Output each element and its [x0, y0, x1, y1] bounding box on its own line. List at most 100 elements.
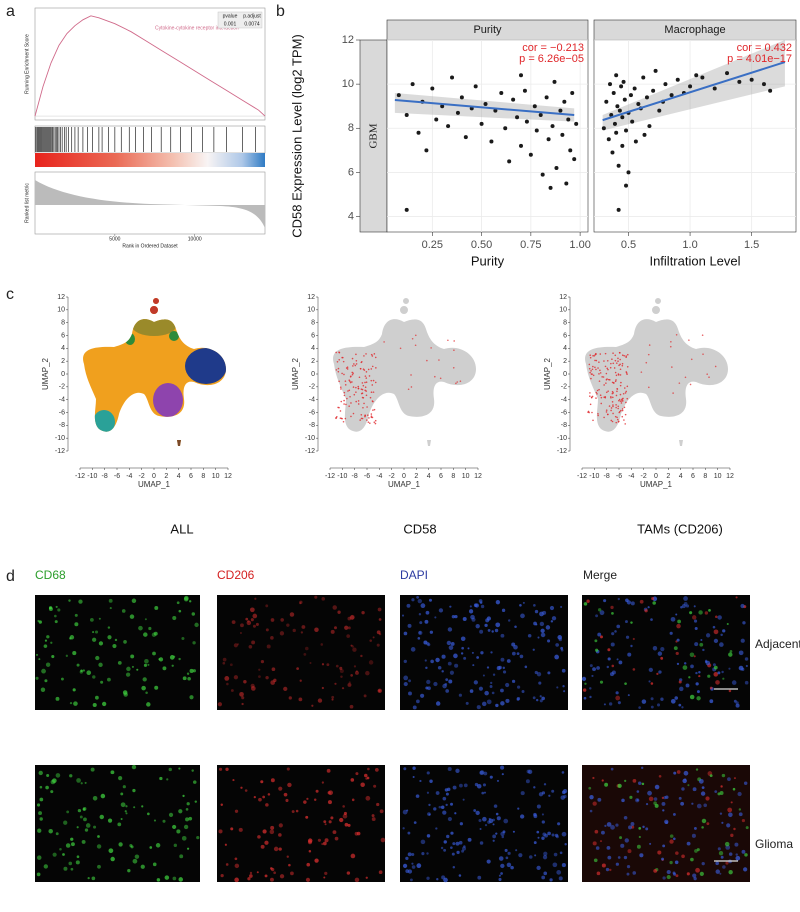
- cell-signal: [360, 782, 365, 788]
- cell-signal: [420, 839, 426, 845]
- cell-signal: [549, 878, 553, 882]
- cell-signal: [715, 680, 720, 685]
- cell-signal: [480, 651, 484, 655]
- cell-signal: [617, 597, 620, 601]
- cell-signal: [540, 632, 546, 638]
- point: [700, 75, 705, 80]
- expressing-cell: [605, 391, 608, 394]
- expressing-cell: [337, 370, 340, 373]
- cell-signal: [264, 840, 269, 845]
- micrograph: [35, 765, 200, 882]
- cell-signal: [378, 870, 383, 875]
- cell-signal: [426, 852, 429, 855]
- cell-signal: [347, 682, 352, 687]
- expressing-cell: [345, 403, 347, 406]
- cell-signal: [669, 834, 674, 838]
- expressing-cell: [617, 421, 620, 423]
- expressing-cell: [624, 413, 627, 416]
- cell-signal: [691, 802, 694, 805]
- cell-signal: [588, 786, 592, 790]
- cell-signal: [595, 846, 600, 850]
- cell-signal: [285, 798, 289, 802]
- cell-signal: [535, 698, 539, 702]
- cell-signal: [490, 651, 493, 654]
- expressing-cell: [606, 378, 608, 380]
- cell-signal: [265, 803, 269, 807]
- cell-signal: [449, 605, 452, 608]
- expressing-cell: [601, 376, 603, 378]
- expressing-cell: [611, 420, 614, 423]
- cell-signal: [619, 836, 623, 840]
- point: [566, 117, 571, 122]
- cell-signal: [346, 634, 351, 638]
- expressing-cell: [612, 352, 614, 354]
- cell-signal: [727, 807, 733, 813]
- point: [493, 108, 498, 113]
- expressing-cell: [623, 354, 626, 357]
- cell-signal: [689, 611, 693, 615]
- cell-signal: [735, 853, 738, 856]
- cell-signal: [376, 630, 381, 635]
- point: [749, 77, 754, 82]
- cell-signal: [700, 638, 703, 642]
- cell-signal: [506, 862, 512, 868]
- cell-signal: [178, 609, 182, 613]
- cell-signal: [672, 812, 676, 816]
- x-tick-label: 0.75: [520, 239, 541, 251]
- expressing-cell: [357, 385, 360, 388]
- point: [761, 82, 766, 87]
- expressing-cell: [355, 400, 357, 403]
- cell-signal: [462, 846, 467, 851]
- expressing-cell: [619, 400, 622, 402]
- cell-signal: [292, 628, 296, 633]
- cell-signal: [665, 795, 669, 799]
- cell-signal: [493, 804, 498, 808]
- cell-signal: [722, 629, 726, 633]
- cell-signal: [125, 812, 128, 815]
- expressing-cell: [595, 397, 597, 399]
- cell-signal: [630, 601, 635, 606]
- cell-signal: [265, 675, 269, 680]
- y-tick-label: -12: [305, 448, 315, 455]
- cell-signal: [629, 795, 633, 799]
- cell-signal: [314, 627, 319, 632]
- cell-signal: [403, 659, 407, 664]
- point: [568, 148, 573, 153]
- cell-signal: [503, 818, 509, 824]
- cell-signal: [427, 686, 431, 691]
- x-label: UMAP_1: [640, 480, 673, 489]
- expressing-cell: [600, 402, 603, 405]
- cell-signal: [122, 690, 128, 695]
- cell-signal: [556, 686, 559, 689]
- cell-signal: [108, 848, 114, 854]
- cell-signal: [730, 833, 734, 838]
- cell-signal: [603, 703, 606, 706]
- cell-signal: [65, 843, 71, 848]
- expressing-cell: [369, 396, 372, 399]
- cell-signal: [92, 631, 95, 634]
- cell-signal: [344, 625, 349, 630]
- cell-signal: [713, 638, 719, 644]
- expressing-cell: [361, 392, 364, 394]
- cell-signal: [46, 773, 50, 777]
- x-tick-label: -6: [364, 473, 370, 480]
- expressing-cell: [689, 383, 692, 386]
- cell-signal: [418, 630, 423, 636]
- point: [712, 86, 717, 91]
- expressing-cell: [618, 398, 621, 401]
- point: [570, 90, 575, 95]
- cell-signal: [712, 663, 716, 667]
- expressing-cell: [361, 388, 364, 391]
- micrograph: [217, 595, 385, 710]
- cell-signal: [688, 676, 691, 679]
- x-tick-label: 0.50: [471, 239, 492, 251]
- cell-signal: [683, 662, 687, 665]
- expressing-cell: [615, 394, 618, 397]
- point: [404, 113, 409, 118]
- expressing-cell: [708, 376, 710, 378]
- y-tick-label: 6: [61, 332, 65, 339]
- cell-signal: [463, 656, 467, 660]
- expressing-cell: [344, 417, 347, 420]
- cell-signal: [125, 672, 131, 677]
- cell-signal: [234, 863, 240, 869]
